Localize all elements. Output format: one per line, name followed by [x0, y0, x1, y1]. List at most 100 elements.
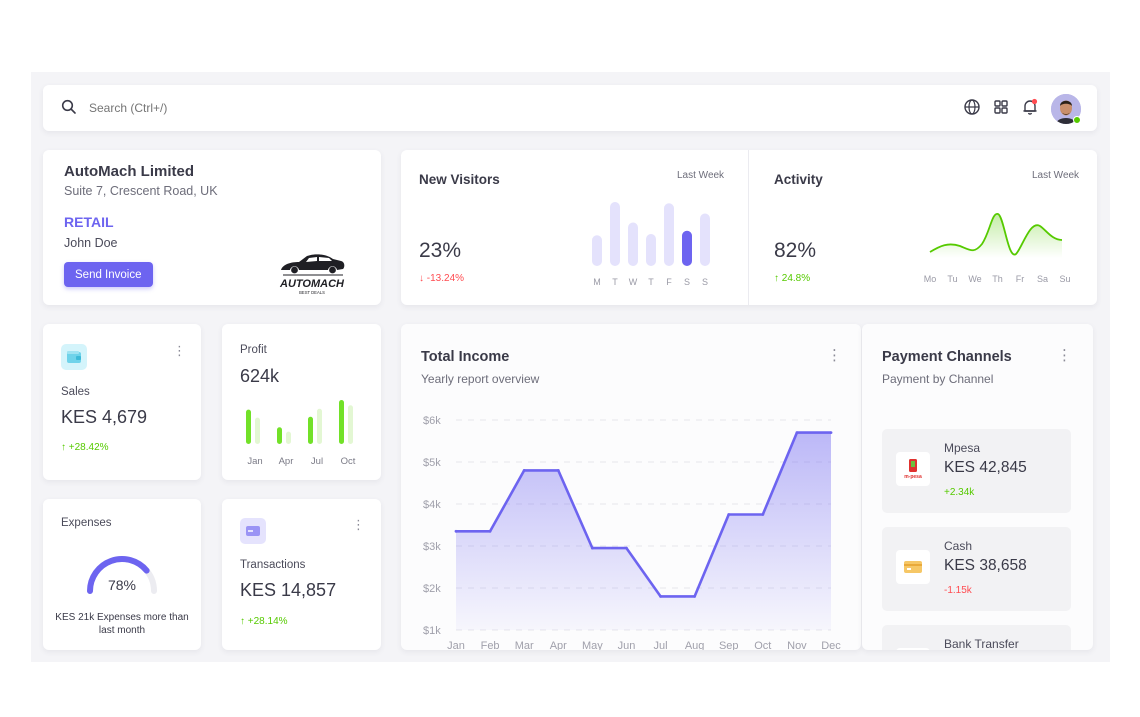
payment-menu-icon[interactable]: ⋮ — [1057, 347, 1072, 364]
income-y-tick: $6k — [423, 415, 441, 427]
expenses-gauge — [87, 556, 157, 594]
profit-bar — [246, 409, 251, 444]
profit-bar-chart: Jan Apr Jul Oct — [246, 400, 356, 467]
visitors-period: Last Week — [677, 170, 725, 181]
transactions-delta: ↑ +28.14% — [240, 616, 288, 627]
sales-value: KES 4,679 — [61, 407, 148, 427]
visitors-delta-value: -13.24% — [426, 273, 465, 284]
profit-bar — [317, 408, 322, 444]
income-point — [488, 529, 492, 533]
payment-subtitle: Payment by Channel — [882, 372, 994, 386]
grid-icon[interactable] — [992, 98, 1010, 116]
activity-delta: ↑ 24.8% — [774, 273, 810, 284]
income-x-tick: Apr — [550, 640, 567, 650]
income-x-tick: Sep — [719, 640, 739, 650]
visitors-day-label: W — [629, 277, 638, 287]
income-x-tick: Nov — [787, 640, 807, 650]
wallet-icon — [61, 344, 87, 370]
online-status-dot — [1073, 116, 1081, 124]
visitors-day-label: T — [612, 277, 618, 287]
sales-menu-icon[interactable]: ⋮ — [173, 343, 186, 358]
expenses-note: KES 21k Expenses more than last month — [55, 612, 189, 636]
activity-area — [930, 213, 1062, 258]
profit-month-label: Apr — [279, 456, 294, 467]
payment-name: Mpesa — [944, 441, 981, 455]
activity-delta-value: 24.8% — [781, 273, 811, 284]
income-x-tick: Jun — [618, 640, 636, 650]
income-title: Total Income — [421, 349, 510, 365]
activity-line — [929, 213, 1063, 255]
cash-wallet-icon — [896, 550, 930, 584]
payment-name: Cash — [944, 539, 973, 553]
activity-line-chart: Mo Tu We Th Fr Sa Su — [924, 213, 1071, 284]
bank-icon — [896, 648, 930, 650]
payment-item-mpesa[interactable]: m-pesa Mpesa KES 42,845 +2.34k — [882, 429, 1071, 513]
profit-month-label: Oct — [341, 456, 356, 467]
company-name: AutoMach Limited — [64, 163, 194, 180]
income-x-tick: Jul — [654, 640, 668, 650]
sales-delta-value: +28.42% — [68, 442, 109, 453]
income-area — [456, 432, 831, 630]
income-menu-icon[interactable]: ⋮ — [827, 347, 842, 364]
search-input[interactable] — [89, 95, 389, 121]
company-type: RETAIL — [64, 214, 114, 230]
divider — [748, 150, 749, 305]
income-x-tick: Mar — [515, 640, 534, 650]
expenses-card: Expenses 78% KES 21k Expenses more than … — [43, 499, 201, 650]
income-x-tick: May — [582, 640, 603, 650]
sales-label: Sales — [61, 386, 90, 398]
payment-title: Payment Channels — [882, 349, 1012, 365]
income-y-tick: $1k — [423, 625, 441, 637]
company-logo: AUTOMACH BEST DEALS — [277, 248, 347, 296]
payment-amount: KES 38,658 — [944, 557, 1027, 574]
car-logo-icon: AUTOMACH BEST DEALS — [279, 254, 345, 295]
visitors-bar — [682, 230, 692, 266]
payment-item-bank-transfer[interactable]: Bank Transfer — [882, 625, 1071, 650]
globe-icon[interactable] — [963, 98, 981, 116]
income-point — [761, 513, 765, 516]
visitors-bar — [610, 202, 620, 266]
mpesa-logo-text: m-pesa — [904, 474, 922, 480]
logo-subtext: BEST DEALS — [299, 290, 325, 295]
total-income-card: Total Income Yearly report overview ⋮ $1… — [401, 324, 861, 650]
payment-item-cash[interactable]: Cash KES 38,658 -1.15k — [882, 527, 1071, 611]
visitors-bar — [628, 222, 638, 266]
activity-day-label: We — [968, 274, 981, 284]
income-point — [795, 431, 799, 434]
visitors-delta: ↓ -13.24% — [419, 273, 464, 284]
visitors-day-label: S — [702, 277, 708, 287]
activity-day-label: Mo — [924, 274, 937, 284]
income-point — [625, 546, 628, 550]
logo-text: AUTOMACH — [279, 278, 345, 290]
income-y-tick: $3k — [423, 541, 441, 553]
visitors-bar — [592, 235, 602, 266]
profit-label: Profit — [240, 344, 267, 356]
transactions-card: ⋮ Transactions KES 14,857 ↑ +28.14% — [222, 499, 381, 650]
payment-delta: +2.34k — [944, 487, 975, 498]
payment-channels-card: Payment Channels Payment by Channel ⋮ m-… — [862, 324, 1093, 650]
visitors-bar — [646, 234, 656, 266]
income-point — [454, 529, 458, 533]
arrow-up-icon: ↑ — [61, 442, 66, 453]
send-invoice-button[interactable]: Send Invoice — [64, 262, 153, 287]
income-line — [456, 431, 831, 598]
credit-card-icon — [240, 518, 266, 544]
income-point — [727, 513, 731, 516]
arrow-down-icon: ↓ — [419, 273, 424, 284]
income-x-tick: Aug — [685, 640, 705, 650]
profit-bar — [339, 400, 344, 444]
top-navbar — [43, 85, 1097, 131]
search-icon[interactable] — [61, 99, 77, 115]
visitors-day-label: F — [666, 277, 672, 287]
profit-month-label: Jul — [311, 456, 323, 467]
profit-month-label: Jan — [247, 456, 262, 467]
profit-bar — [255, 417, 260, 444]
activity-day-label: Tu — [947, 274, 957, 284]
bell-icon[interactable] — [1021, 98, 1039, 116]
transactions-value: KES 14,857 — [240, 580, 337, 600]
expenses-percent: 78% — [107, 577, 137, 593]
profit-bar — [348, 405, 353, 444]
transactions-menu-icon[interactable]: ⋮ — [352, 517, 365, 532]
